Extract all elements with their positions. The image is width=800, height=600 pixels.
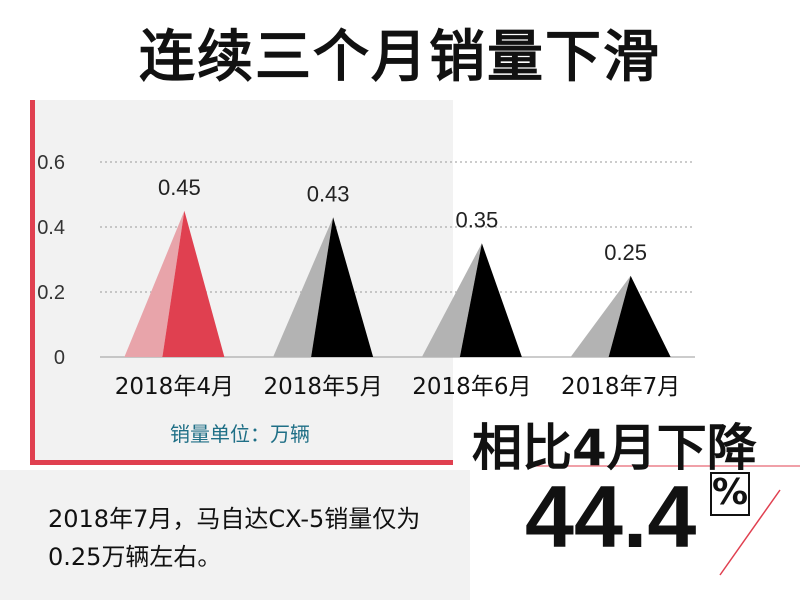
y-tick-label: 0.6 [37, 152, 65, 174]
headline-text: 相比4月下降 [472, 419, 757, 477]
y-tick-label: 0.2 [37, 282, 65, 304]
page-title: 连续三个月销量下滑 [139, 25, 661, 90]
bar-mark-shade [421, 243, 482, 357]
caption-box [0, 470, 470, 600]
sales-chart: 0 0.2 0.4 0.6 0.45 2018年4月 0.43 2018年5月 0.35 2018… [37, 152, 695, 400]
x-tick-label: 2018年4月 [115, 374, 234, 400]
bar-mark [311, 217, 374, 357]
unit-label: 销量单位：万辆 [170, 422, 310, 446]
data-label: 0.43 [307, 181, 350, 206]
caption-text: 2018年7月，马自达CX-5销量仅为0.25万辆左右。 [48, 505, 421, 571]
y-tick-label: 0.4 [37, 217, 65, 239]
percent-block: 44.4 % [525, 466, 750, 566]
data-label: 0.25 [604, 240, 647, 265]
bar-mark [608, 275, 671, 357]
x-tick-label: 2018年6月 [412, 374, 531, 400]
data-label: 0.45 [158, 175, 201, 200]
big-percent: 44.4 [525, 467, 697, 566]
bar-mark [459, 243, 522, 357]
bar-mark-shade [273, 217, 334, 357]
bar-mark [162, 210, 225, 357]
data-label: 0.35 [455, 207, 498, 232]
bar-mark-shade [124, 210, 185, 357]
percent-sign: % [710, 472, 750, 516]
x-tick-label: 2018年5月 [264, 374, 383, 400]
bar-mark-shade [570, 275, 631, 357]
y-tick-label: 0 [54, 347, 65, 369]
x-tick-label: 2018年7月 [561, 374, 680, 400]
chart-panel: 0 0.2 0.4 0.6 0.45 2018年4月 0.43 2018年5月 0.35 2018… [30, 100, 695, 465]
